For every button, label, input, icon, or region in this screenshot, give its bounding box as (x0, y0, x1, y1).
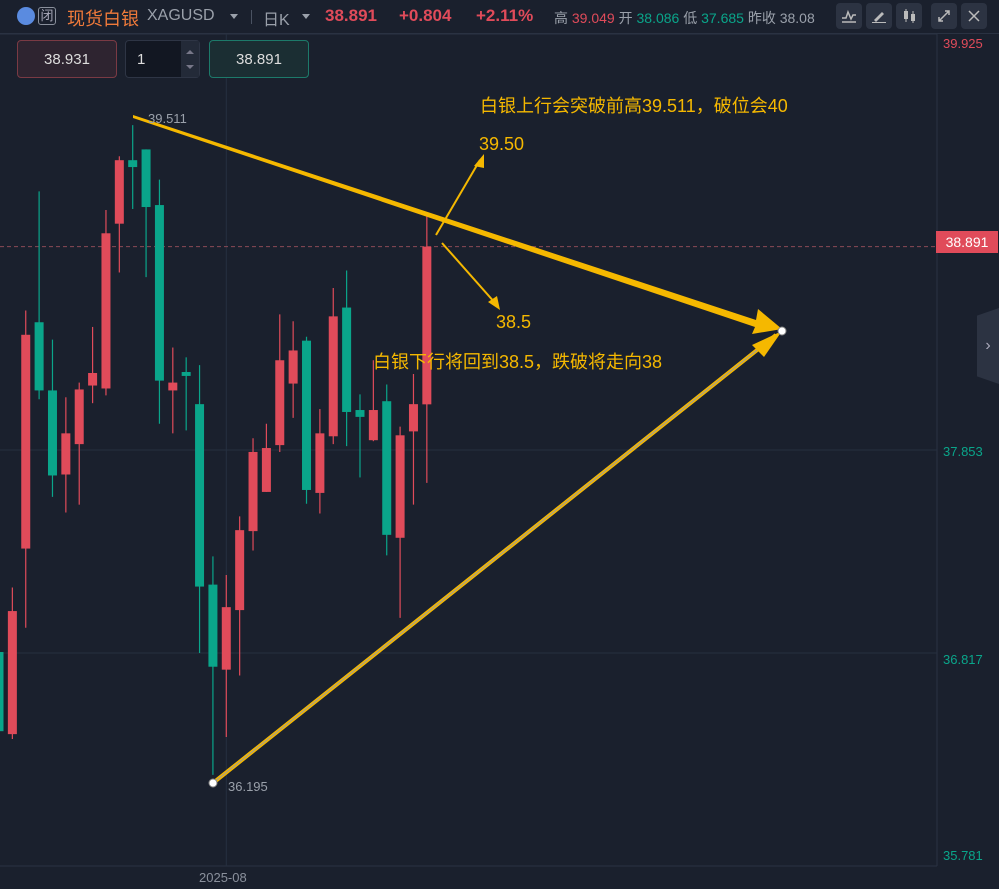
prev-close-label: 昨收 (747, 10, 776, 26)
fullscreen-button[interactable] (931, 3, 957, 29)
open-value: 38.086 (636, 10, 680, 26)
price-tick: 36.817 (943, 652, 983, 667)
candle-body (315, 433, 325, 493)
indicator-button[interactable] (836, 3, 862, 29)
header-bar: 闭 现货白银 XAGUSD 日K 38.891 +0.804 +2.11% 高 … (0, 0, 999, 34)
up-target-arrow (435, 159, 481, 236)
chart-type-button[interactable] (896, 3, 922, 29)
draw-pencil-icon (872, 12, 886, 23)
expand-icon (938, 10, 950, 22)
price-tick: 39.925 (943, 36, 983, 51)
candle-body (342, 307, 352, 412)
open-label: 开 (618, 10, 633, 26)
upper-annotation-text: 白银上行会突破前高39.511，破位会40 (480, 96, 788, 116)
candle-body (74, 389, 84, 445)
candle-body (195, 404, 205, 587)
marked-low-label: 36.195 (228, 779, 268, 794)
chevron-down-icon[interactable] (302, 14, 310, 19)
marked-high-label: 39.511 (148, 111, 187, 126)
lower-annotation-text: 白银下行将回到38.5，跌破将走向38 (373, 352, 663, 372)
divider (251, 10, 252, 24)
up-target-arrow-head (474, 154, 484, 168)
candlestick-type-icon (904, 9, 915, 23)
candle-body (21, 334, 31, 549)
candle-body (422, 246, 432, 405)
indicator-icon (842, 9, 856, 23)
current-price-label: 38.891 (936, 231, 998, 253)
quantity-value[interactable]: 1 (137, 50, 146, 68)
candle-body (168, 382, 178, 391)
down-target-arrow-head (488, 296, 500, 310)
candle-body (47, 390, 57, 476)
trend-arrow-down (133, 115, 782, 334)
sell-price-button[interactable]: 38.931 (17, 40, 117, 78)
candle-body (208, 584, 218, 667)
period-selector[interactable]: 日K (263, 12, 290, 29)
instrument-symbol[interactable]: XAGUSD (147, 7, 215, 24)
up-target-text: 39.50 (479, 134, 525, 154)
chevron-down-icon[interactable] (230, 14, 238, 19)
candle-body (261, 448, 271, 492)
down-target-text: 38.5 (496, 312, 532, 332)
candle-body (128, 160, 138, 168)
close-icon (968, 10, 980, 22)
candle-body (101, 233, 111, 389)
candle-body (0, 652, 4, 732)
anchor-point (208, 778, 218, 788)
trend-arrow-up-head (752, 331, 782, 357)
price-change-pct: +2.11% (476, 6, 534, 25)
candle-body (181, 372, 191, 376)
candle-body (248, 451, 258, 532)
candle-body (368, 410, 378, 441)
candle-body (61, 433, 71, 475)
expand-panel-button[interactable]: › (977, 308, 999, 384)
candle-body (221, 607, 231, 670)
high-value: 39.049 (571, 10, 615, 26)
candle-body (302, 340, 312, 490)
candle-body (154, 205, 164, 381)
candle-body (408, 404, 418, 432)
candle-body (275, 360, 285, 446)
increment-icon[interactable] (186, 50, 194, 54)
candle-body (34, 322, 44, 391)
price-change: +0.804 (399, 6, 452, 25)
prev-close-value: 38.08 (779, 10, 815, 26)
candle-body (235, 530, 245, 611)
candle-body (328, 316, 338, 437)
candle-body (141, 149, 151, 208)
high-label: 高 (554, 10, 568, 26)
candle-body (288, 350, 298, 384)
price-tick: 37.853 (943, 444, 983, 459)
candle-body (114, 160, 124, 224)
candle-body (88, 372, 98, 386)
silver-logo-icon (17, 7, 35, 25)
candle-body (7, 611, 17, 735)
instrument-title[interactable]: 现货白银 (67, 9, 139, 29)
candle-body (395, 435, 405, 538)
draw-button[interactable] (866, 3, 892, 29)
market-closed-badge: 闭 (38, 7, 56, 25)
anchor-point (777, 326, 787, 336)
close-button[interactable] (961, 3, 987, 29)
decrement-icon[interactable] (186, 65, 194, 69)
chevron-right-icon: › (985, 337, 991, 354)
candle-body (355, 410, 365, 417)
down-target-arrow (441, 242, 497, 305)
low-label: 低 (683, 10, 698, 26)
buy-price-button[interactable]: 38.891 (209, 40, 309, 78)
low-value: 37.685 (701, 10, 744, 26)
last-price: 38.891 (325, 6, 377, 25)
x-axis-tick: 2025-08 (199, 870, 247, 885)
quantity-stepper[interactable]: 1 (125, 40, 200, 78)
trend-arrow-up-center (212, 334, 777, 784)
candle-body (382, 401, 392, 535)
price-tick: 35.781 (943, 848, 983, 863)
